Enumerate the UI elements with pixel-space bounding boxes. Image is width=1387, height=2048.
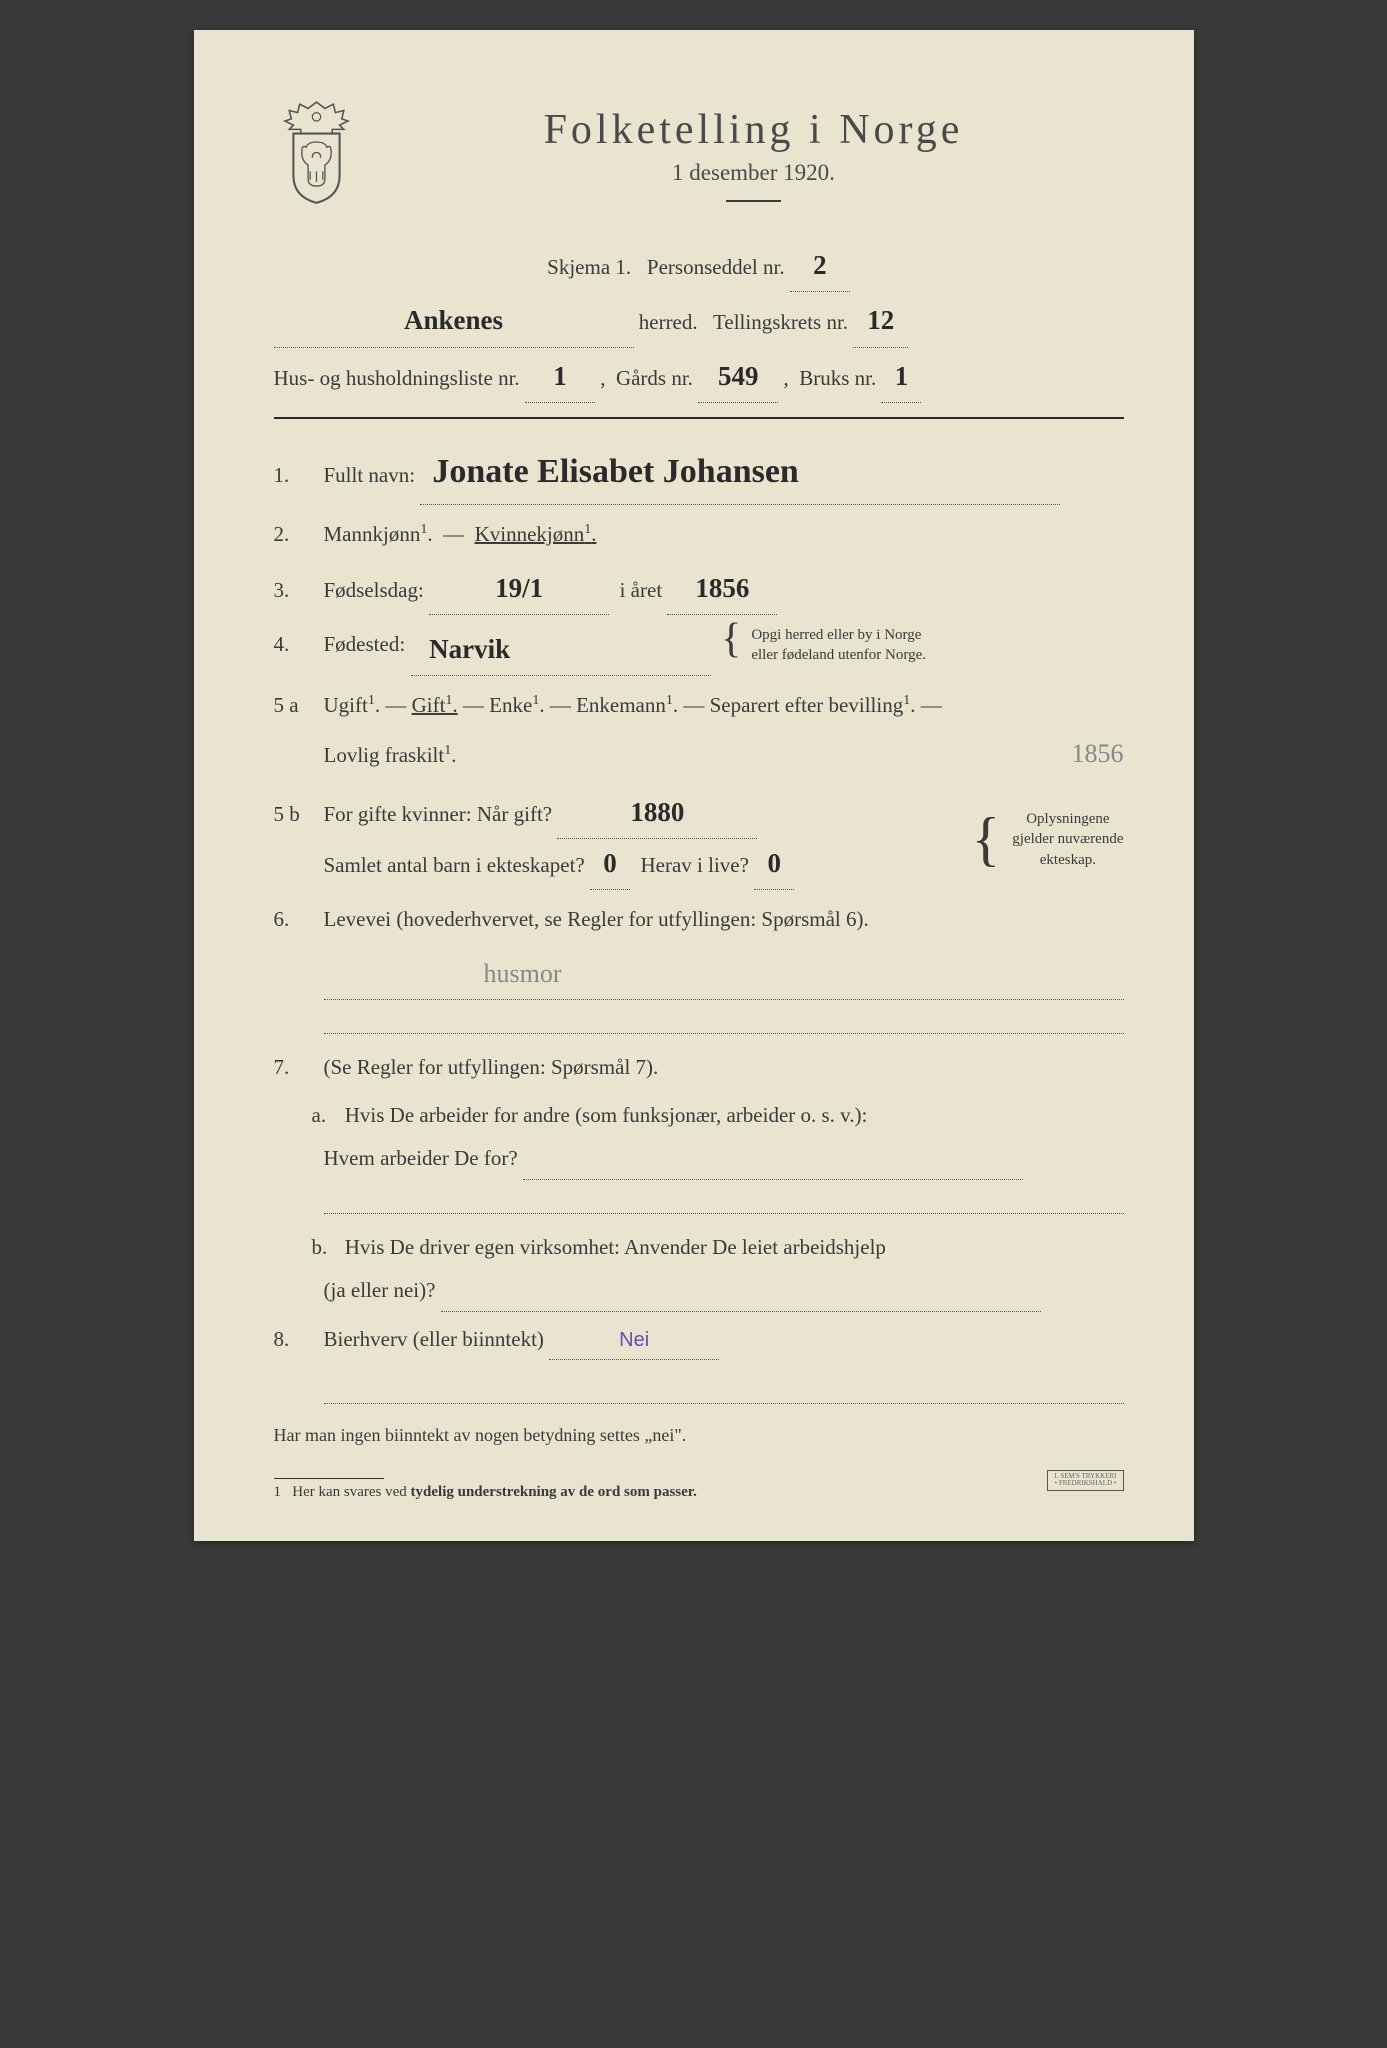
footnote: 1 Her kan svares ved tydelig understrekn… [274, 1470, 1124, 1501]
q5a-opt-4: Separert efter bevilling1. [710, 693, 916, 717]
title-block: Folketelling i Norge 1 desember 1920. [384, 100, 1124, 222]
q5b-label-a: For gifte kvinner: Når gift? [324, 802, 553, 826]
tellingskrets-label: Tellingskrets nr. [713, 310, 848, 334]
q7a-text1: Hvis De arbeider for andre (som funksjon… [345, 1103, 868, 1127]
q5a-opt-3: Enkemann1. [576, 693, 678, 717]
q4-row: 4. Fødested: Narvik { Opgi herred eller … [274, 625, 1124, 676]
q2-row: 2. Mannkjønn1. — Kvinnekjønn1. [274, 515, 1124, 554]
q5a-pencil-note: 1856 [1072, 730, 1124, 778]
skjema-label: Skjema 1. [547, 255, 631, 279]
q7b-text1: Hvis De driver egen virksomhet: Anvender… [345, 1235, 886, 1259]
title-divider [726, 200, 781, 202]
q7a-line2: Hvem arbeider De for? [274, 1139, 1124, 1180]
q7b-line2: (ja eller nei)? [274, 1271, 1124, 1312]
q2-opt-b: Kvinnekjønn1. [475, 522, 597, 546]
q7b-blank [441, 1271, 1041, 1312]
q7-label: (Se Regler for utfyllingen: Spørsmål 7). [324, 1055, 659, 1079]
q5b-label-c: Herav i live? [640, 853, 748, 877]
q5b-year: 1880 [557, 788, 757, 839]
gaards-label: Gårds nr. [616, 366, 693, 390]
q8-value-wrap: Nei [549, 1320, 719, 1360]
q3-num: 3. [274, 571, 312, 610]
q8-value: Nei [619, 1329, 649, 1351]
q8-num: 8. [274, 1320, 312, 1359]
q3-label-b: i året [620, 578, 663, 602]
q8-label: Bierhverv (eller biinntekt) [324, 1327, 544, 1351]
q5b-label-b: Samlet antal barn i ekteskapet? [324, 853, 585, 877]
section-rule [274, 417, 1124, 419]
q7a-text2: Hvem arbeider De for? [324, 1146, 518, 1170]
personseddel-nr: 2 [790, 240, 850, 292]
q3-day: 19/1 [429, 564, 609, 615]
personseddel-label: Personseddel nr. [647, 255, 785, 279]
main-title: Folketelling i Norge [384, 106, 1124, 154]
q7b-line1: b. Hvis De driver egen virksomhet: Anven… [274, 1228, 1124, 1268]
q3-label-a: Fødselsdag: [324, 578, 424, 602]
bruks-nr: 1 [881, 351, 921, 403]
gaards-nr: 549 [698, 351, 778, 403]
bruks-label: Bruks nr. [799, 366, 876, 390]
q5a-opt-2: Enke1. [489, 693, 544, 717]
q5a-row: 5 a Ugift1. — Gift1. — Enke1. — Enkemann… [274, 686, 1124, 779]
q1-row: 1. Fullt navn: Jonate Elisabet Johansen [274, 441, 1124, 505]
subtitle: 1 desember 1920. [384, 160, 1124, 186]
q7a-blank-line [324, 1188, 1124, 1214]
q3-year: 1856 [667, 564, 777, 615]
q7-num: 7. [274, 1048, 312, 1087]
brace-icon: { [721, 625, 741, 654]
q7a-blank [523, 1139, 1023, 1180]
q6-num: 6. [274, 900, 312, 939]
q6-blank-line [324, 1008, 1124, 1034]
q6-label: Levevei (hovederhvervet, se Regler for u… [324, 907, 869, 931]
q7a-label: a. [312, 1096, 340, 1136]
q4-label: Fødested: [324, 625, 406, 664]
q1-value: Jonate Elisabet Johansen [420, 441, 1060, 505]
q5b-note: Oplysningene gjelder nuværende ekteskap. [1012, 809, 1123, 870]
herred-value: Ankenes [274, 295, 634, 347]
meta-line-1: Skjema 1. Personseddel nr. 2 [274, 240, 1124, 292]
q8-row: 8. Bierhverv (eller biinntekt) Nei [274, 1320, 1124, 1360]
q6-row: 6. Levevei (hovederhvervet, se Regler fo… [274, 900, 1124, 939]
q5a-opt-1: Gift1. [412, 693, 458, 717]
q5a-opt-0: Ugift1. [324, 693, 381, 717]
q7-row: 7. (Se Regler for utfyllingen: Spørsmål … [274, 1048, 1124, 1087]
q6-value: husmor [324, 949, 1124, 999]
q5b-row: 5 b For gifte kvinner: Når gift? 1880 Sa… [274, 788, 1124, 890]
q2-opt-a: Mannkjønn1. [324, 522, 433, 546]
q1-num: 1. [274, 456, 312, 495]
q4-value: Narvik [411, 625, 711, 676]
herred-label: herred. [639, 310, 698, 334]
q7a-line1: a. Hvis De arbeider for andre (som funks… [274, 1096, 1124, 1136]
footer-note-1: Har man ingen biinntekt av nogen betydni… [274, 1418, 1124, 1452]
q5b-num: 5 b [274, 795, 312, 834]
meta-line-2: Ankenes herred. Tellingskrets nr. 12 [274, 295, 1124, 347]
q5b-total: 0 [590, 839, 630, 890]
census-form-page: Folketelling i Norge 1 desember 1920. Sk… [194, 30, 1194, 1541]
brace-icon: { [971, 818, 1000, 860]
q4-num: 4. [274, 625, 312, 664]
husliste-nr: 1 [525, 351, 595, 403]
q7b-label: b. [312, 1228, 340, 1268]
q3-row: 3. Fødselsdag: 19/1 i året 1856 [274, 564, 1124, 615]
printer-mark: I. SEM'S TRYKKERI• FREDRIKSHALD • [1047, 1470, 1123, 1491]
q2-num: 2. [274, 515, 312, 554]
q5a-num: 5 a [274, 686, 312, 725]
tellingskrets-nr: 12 [853, 295, 908, 347]
q7b-text2: (ja eller nei)? [324, 1278, 436, 1302]
husliste-label: Hus- og husholdningsliste nr. [274, 366, 520, 390]
footnote-num: 1 [274, 1484, 282, 1500]
q5b-alive: 0 [754, 839, 794, 890]
q1-label: Fullt navn: [324, 463, 416, 487]
coat-of-arms-icon [274, 100, 359, 205]
q4-note: Opgi herred eller by i Norge eller fødel… [751, 625, 926, 666]
q5a-line2: Lovlig fraskilt1. [324, 736, 457, 775]
meta-line-3: Hus- og husholdningsliste nr. 1 , Gårds … [274, 351, 1124, 403]
header: Folketelling i Norge 1 desember 1920. [274, 100, 1124, 222]
footnote-text: Her kan svares ved tydelig understreknin… [292, 1484, 697, 1500]
q8-blank-line [324, 1378, 1124, 1404]
q6-value-line: husmor [274, 949, 1124, 999]
